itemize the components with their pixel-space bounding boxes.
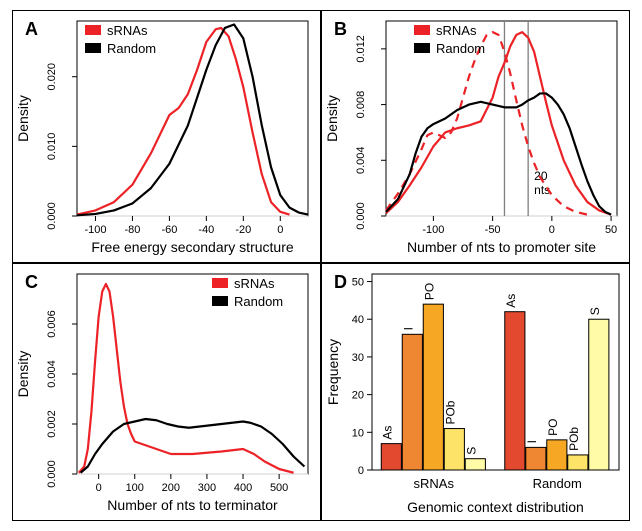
svg-text:Density: Density xyxy=(15,351,31,398)
svg-text:0: 0 xyxy=(549,224,555,236)
svg-text:0.004: 0.004 xyxy=(46,360,58,388)
panel-b: 20nts-100-500500.0000.0040.0080.012Numbe… xyxy=(321,10,630,263)
svg-text:Random: Random xyxy=(436,41,485,56)
svg-text:-100: -100 xyxy=(84,224,106,236)
svg-text:300: 300 xyxy=(198,482,216,494)
svg-text:200: 200 xyxy=(162,482,180,494)
svg-text:sRNAs: sRNAs xyxy=(414,476,455,491)
svg-text:Random: Random xyxy=(234,294,283,309)
svg-text:As: As xyxy=(380,426,394,440)
svg-text:10: 10 xyxy=(352,427,364,439)
svg-text:I: I xyxy=(525,440,539,443)
svg-text:0: 0 xyxy=(277,224,283,236)
svg-text:PO: PO xyxy=(422,283,436,300)
svg-text:B: B xyxy=(334,19,347,39)
svg-text:-20: -20 xyxy=(235,224,251,236)
svg-text:Random: Random xyxy=(107,41,156,56)
svg-text:100: 100 xyxy=(126,482,144,494)
svg-text:0.002: 0.002 xyxy=(46,410,58,438)
svg-text:0.010: 0.010 xyxy=(46,133,58,161)
svg-text:Density: Density xyxy=(324,95,340,142)
svg-text:50: 50 xyxy=(352,277,364,289)
svg-text:40: 40 xyxy=(352,314,364,326)
svg-text:0: 0 xyxy=(358,465,364,477)
svg-text:-50: -50 xyxy=(485,224,501,236)
svg-text:-60: -60 xyxy=(161,224,177,236)
svg-text:50: 50 xyxy=(605,224,617,236)
svg-text:POb: POb xyxy=(443,400,457,424)
svg-text:Number of nts to promoter site: Number of nts to promoter site xyxy=(407,239,596,255)
svg-text:sRNAs: sRNAs xyxy=(436,23,477,38)
svg-text:POb: POb xyxy=(567,427,581,451)
panel-c: 0 100 200 300 400 500 0.000 0.002 0.004 0.006 Numb… xyxy=(12,263,321,521)
svg-text:0.012: 0.012 xyxy=(355,35,367,63)
svg-text:-80: -80 xyxy=(124,224,140,236)
svg-text:Genomic context distribution: Genomic context distribution xyxy=(407,499,584,515)
svg-text:PO: PO xyxy=(546,419,560,436)
svg-text:0.000: 0.000 xyxy=(46,460,58,488)
panel-d: 0 10 20 30 40 50 As I PO POb SsRNAs As I PO POb S Random… xyxy=(321,263,630,521)
svg-text:-40: -40 xyxy=(198,224,214,236)
svg-text:sRNAs: sRNAs xyxy=(234,276,275,291)
svg-text:S: S xyxy=(588,307,602,315)
svg-text:20: 20 xyxy=(352,390,364,402)
svg-text:Density: Density xyxy=(15,95,31,142)
svg-text:500: 500 xyxy=(270,482,288,494)
panel-a: -100 -80 -60 -40 -20 0 0.000 0.010 0.020 Free ene… xyxy=(12,10,321,263)
svg-text:0.006: 0.006 xyxy=(46,310,58,338)
svg-text:0: 0 xyxy=(96,482,102,494)
svg-text:0.020: 0.020 xyxy=(46,63,58,91)
svg-text:0.008: 0.008 xyxy=(355,91,367,119)
svg-text:Frequency: Frequency xyxy=(325,339,341,405)
svg-text:-100: -100 xyxy=(422,224,444,236)
svg-text:0.004: 0.004 xyxy=(355,147,367,175)
svg-text:S: S xyxy=(464,447,478,455)
svg-text:0.000: 0.000 xyxy=(355,202,367,230)
svg-text:sRNAs: sRNAs xyxy=(107,23,148,38)
svg-text:I: I xyxy=(401,327,415,330)
svg-text:400: 400 xyxy=(234,482,252,494)
svg-text:Number of nts to terminator: Number of nts to terminator xyxy=(107,497,278,513)
svg-text:0.000: 0.000 xyxy=(46,202,58,230)
svg-text:D: D xyxy=(334,272,347,292)
svg-text:Free energy secondary structur: Free energy secondary structure xyxy=(91,239,294,255)
svg-text:C: C xyxy=(25,272,38,292)
svg-text:As: As xyxy=(504,294,518,308)
svg-text:20: 20 xyxy=(534,169,548,183)
svg-text:A: A xyxy=(25,19,38,39)
svg-text:30: 30 xyxy=(352,352,364,364)
svg-text:Random: Random xyxy=(533,476,582,491)
